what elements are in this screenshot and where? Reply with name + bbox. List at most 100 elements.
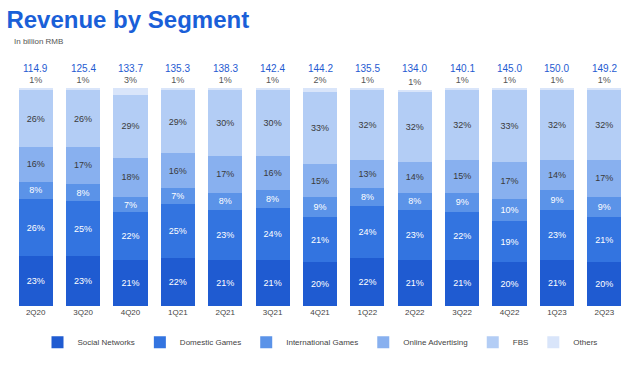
svg-text:Others: Others: [573, 338, 597, 347]
svg-text:Online Advertising: Online Advertising: [403, 338, 467, 347]
svg-text:21%: 21%: [406, 278, 424, 288]
svg-text:1%: 1%: [77, 75, 90, 85]
svg-text:16%: 16%: [169, 166, 187, 176]
svg-text:8%: 8%: [219, 196, 232, 206]
svg-text:22%: 22%: [169, 277, 187, 287]
svg-text:23%: 23%: [216, 230, 234, 240]
svg-text:3Q20: 3Q20: [73, 308, 93, 317]
svg-text:144.2: 144.2: [308, 63, 333, 74]
svg-text:17%: 17%: [595, 173, 613, 183]
svg-text:1Q21: 1Q21: [168, 308, 188, 317]
svg-text:3Q21: 3Q21: [263, 308, 283, 317]
svg-text:32%: 32%: [358, 120, 376, 130]
svg-text:21%: 21%: [453, 278, 471, 288]
svg-text:32%: 32%: [595, 120, 613, 130]
svg-text:In billion RMB: In billion RMB: [14, 37, 63, 46]
svg-text:8%: 8%: [361, 192, 374, 202]
svg-text:9%: 9%: [550, 195, 563, 205]
svg-text:1%: 1%: [503, 75, 516, 85]
svg-text:Revenue by Segment: Revenue by Segment: [6, 6, 249, 33]
svg-text:17%: 17%: [501, 176, 519, 186]
svg-text:2%: 2%: [313, 75, 326, 85]
svg-text:FBS: FBS: [513, 338, 529, 347]
svg-text:25%: 25%: [169, 226, 187, 236]
svg-text:30%: 30%: [264, 118, 282, 128]
svg-text:29%: 29%: [121, 121, 139, 131]
svg-text:21%: 21%: [121, 278, 139, 288]
svg-text:1Q22: 1Q22: [358, 308, 378, 317]
svg-text:4Q20: 4Q20: [121, 308, 141, 317]
svg-text:33%: 33%: [501, 121, 519, 131]
svg-text:21%: 21%: [595, 235, 613, 245]
svg-text:1%: 1%: [598, 75, 611, 85]
svg-text:17%: 17%: [74, 160, 92, 170]
svg-text:1%: 1%: [219, 75, 232, 85]
svg-text:9%: 9%: [313, 202, 326, 212]
svg-text:21%: 21%: [311, 235, 329, 245]
svg-text:1%: 1%: [266, 75, 279, 85]
svg-text:22%: 22%: [121, 231, 139, 241]
svg-text:22%: 22%: [358, 277, 376, 287]
svg-text:20%: 20%: [595, 279, 613, 289]
svg-text:133.7: 133.7: [118, 63, 143, 74]
svg-text:26%: 26%: [27, 223, 45, 233]
svg-text:17%: 17%: [216, 169, 234, 179]
svg-text:2Q20: 2Q20: [26, 308, 46, 317]
svg-text:Domestic Games: Domestic Games: [180, 338, 241, 347]
svg-text:23%: 23%: [27, 276, 45, 286]
svg-text:15%: 15%: [453, 171, 471, 181]
svg-text:150.0: 150.0: [544, 63, 569, 74]
svg-text:1%: 1%: [408, 77, 421, 87]
svg-text:138.3: 138.3: [213, 63, 238, 74]
svg-text:114.9: 114.9: [23, 63, 48, 74]
svg-text:10%: 10%: [501, 205, 519, 215]
svg-text:Social Networks: Social Networks: [78, 338, 135, 347]
svg-text:International Games: International Games: [286, 338, 358, 347]
svg-text:8%: 8%: [408, 196, 421, 206]
svg-text:20%: 20%: [311, 279, 329, 289]
svg-text:21%: 21%: [264, 278, 282, 288]
svg-text:18%: 18%: [121, 172, 139, 182]
svg-text:32%: 32%: [453, 120, 471, 130]
svg-text:21%: 21%: [548, 278, 566, 288]
svg-text:134.0: 134.0: [402, 63, 427, 74]
svg-text:13%: 13%: [358, 169, 376, 179]
svg-text:140.1: 140.1: [450, 63, 475, 74]
svg-text:145.0: 145.0: [497, 63, 522, 74]
svg-text:8%: 8%: [266, 194, 279, 204]
svg-text:4Q21: 4Q21: [310, 308, 330, 317]
svg-text:14%: 14%: [406, 172, 424, 182]
svg-text:15%: 15%: [311, 176, 329, 186]
svg-text:32%: 32%: [406, 122, 424, 132]
svg-text:7%: 7%: [171, 191, 184, 201]
svg-text:9%: 9%: [598, 202, 611, 212]
svg-text:2Q23: 2Q23: [595, 308, 615, 317]
svg-text:33%: 33%: [311, 123, 329, 133]
svg-text:14%: 14%: [548, 170, 566, 180]
svg-text:1%: 1%: [550, 75, 563, 85]
svg-text:125.4: 125.4: [71, 63, 96, 74]
svg-text:24%: 24%: [358, 227, 376, 237]
svg-text:7%: 7%: [124, 200, 137, 210]
svg-text:149.2: 149.2: [592, 63, 617, 74]
svg-text:23%: 23%: [406, 230, 424, 240]
svg-text:21%: 21%: [216, 278, 234, 288]
svg-text:3%: 3%: [124, 75, 137, 85]
svg-text:1%: 1%: [29, 75, 42, 85]
svg-text:23%: 23%: [548, 230, 566, 240]
svg-text:1%: 1%: [456, 75, 469, 85]
svg-text:135.3: 135.3: [165, 63, 190, 74]
svg-text:25%: 25%: [74, 224, 92, 234]
svg-text:22%: 22%: [453, 231, 471, 241]
svg-text:16%: 16%: [264, 168, 282, 178]
svg-text:1Q23: 1Q23: [547, 308, 567, 317]
svg-text:32%: 32%: [548, 120, 566, 130]
svg-text:26%: 26%: [74, 114, 92, 124]
svg-text:26%: 26%: [27, 114, 45, 124]
svg-text:2Q22: 2Q22: [405, 308, 425, 317]
svg-text:16%: 16%: [27, 159, 45, 169]
svg-text:24%: 24%: [264, 229, 282, 239]
svg-text:1%: 1%: [171, 75, 184, 85]
svg-text:2Q21: 2Q21: [215, 308, 235, 317]
svg-text:142.4: 142.4: [260, 63, 285, 74]
